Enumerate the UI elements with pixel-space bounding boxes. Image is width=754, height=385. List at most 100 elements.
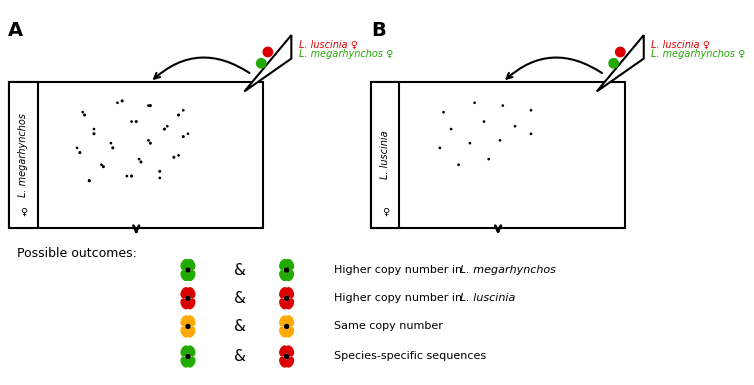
Circle shape xyxy=(530,133,532,134)
Ellipse shape xyxy=(287,259,293,270)
Circle shape xyxy=(285,355,289,358)
Ellipse shape xyxy=(188,299,195,309)
Ellipse shape xyxy=(181,357,188,367)
Bar xyxy=(9,82,38,228)
Ellipse shape xyxy=(157,167,160,171)
Text: ♀: ♀ xyxy=(20,206,27,216)
Text: ♀: ♀ xyxy=(382,206,389,216)
Ellipse shape xyxy=(87,176,90,181)
Ellipse shape xyxy=(110,144,113,147)
Circle shape xyxy=(285,325,289,328)
Ellipse shape xyxy=(119,97,123,100)
Ellipse shape xyxy=(188,259,195,270)
Text: L. megarhynchos: L. megarhynchos xyxy=(461,265,556,275)
Circle shape xyxy=(148,105,149,106)
Circle shape xyxy=(159,177,161,179)
Ellipse shape xyxy=(178,115,181,119)
Circle shape xyxy=(186,355,190,358)
Ellipse shape xyxy=(171,153,174,157)
Ellipse shape xyxy=(112,148,115,152)
Ellipse shape xyxy=(122,101,125,105)
Ellipse shape xyxy=(162,125,165,129)
Circle shape xyxy=(499,140,501,141)
Circle shape xyxy=(187,133,188,134)
Ellipse shape xyxy=(133,117,136,121)
Ellipse shape xyxy=(188,346,195,356)
Ellipse shape xyxy=(122,97,125,100)
Ellipse shape xyxy=(148,106,151,110)
Circle shape xyxy=(469,142,470,144)
Text: L. megarhynchos ♀: L. megarhynchos ♀ xyxy=(299,49,393,59)
Circle shape xyxy=(110,142,112,144)
Ellipse shape xyxy=(173,157,176,162)
Circle shape xyxy=(131,121,132,122)
Ellipse shape xyxy=(87,181,90,185)
Ellipse shape xyxy=(287,288,293,298)
Ellipse shape xyxy=(181,132,184,136)
Text: L. luscinia: L. luscinia xyxy=(461,293,516,303)
Ellipse shape xyxy=(181,137,184,141)
Circle shape xyxy=(443,112,444,113)
Ellipse shape xyxy=(91,129,94,134)
Ellipse shape xyxy=(77,153,80,157)
Text: L. megarhynchos ♀: L. megarhynchos ♀ xyxy=(651,49,746,59)
Ellipse shape xyxy=(112,144,115,147)
Ellipse shape xyxy=(136,122,139,126)
Circle shape xyxy=(186,268,190,272)
Circle shape xyxy=(263,47,272,57)
Circle shape xyxy=(182,136,184,137)
Circle shape xyxy=(148,140,149,141)
Ellipse shape xyxy=(280,271,287,281)
Circle shape xyxy=(159,171,161,172)
Circle shape xyxy=(285,268,289,272)
Bar xyxy=(371,82,625,228)
Text: A: A xyxy=(8,21,23,40)
Circle shape xyxy=(173,156,175,158)
Text: L. megarhynchos: L. megarhynchos xyxy=(19,113,29,197)
Ellipse shape xyxy=(188,357,195,367)
Ellipse shape xyxy=(93,134,97,138)
Ellipse shape xyxy=(171,157,174,162)
Ellipse shape xyxy=(103,162,106,166)
Ellipse shape xyxy=(280,316,287,326)
Ellipse shape xyxy=(150,143,153,147)
Text: L. luscinia ♀: L. luscinia ♀ xyxy=(299,40,357,50)
Ellipse shape xyxy=(280,259,287,270)
Circle shape xyxy=(256,59,266,68)
Ellipse shape xyxy=(91,134,94,138)
Ellipse shape xyxy=(101,167,104,171)
Ellipse shape xyxy=(138,157,141,162)
Ellipse shape xyxy=(164,129,167,134)
Text: Possible outcomes:: Possible outcomes: xyxy=(17,246,136,259)
Text: L. luscinia ♀: L. luscinia ♀ xyxy=(651,40,710,50)
Circle shape xyxy=(285,296,289,300)
Ellipse shape xyxy=(280,288,287,298)
Circle shape xyxy=(112,147,114,149)
Ellipse shape xyxy=(150,139,153,143)
Ellipse shape xyxy=(181,327,188,337)
Text: Same copy number: Same copy number xyxy=(333,321,443,331)
Circle shape xyxy=(450,129,452,130)
Bar xyxy=(371,82,400,228)
Text: &: & xyxy=(234,263,246,278)
Circle shape xyxy=(178,114,179,116)
Ellipse shape xyxy=(287,346,293,356)
Circle shape xyxy=(76,147,78,149)
Ellipse shape xyxy=(136,117,139,121)
Ellipse shape xyxy=(183,132,186,136)
Circle shape xyxy=(103,166,104,167)
Ellipse shape xyxy=(188,271,195,281)
Ellipse shape xyxy=(84,115,87,119)
Circle shape xyxy=(178,155,179,156)
Ellipse shape xyxy=(150,101,153,105)
Text: Species-specific sequences: Species-specific sequences xyxy=(333,352,486,362)
Polygon shape xyxy=(596,35,644,92)
Ellipse shape xyxy=(188,327,195,337)
Ellipse shape xyxy=(79,148,82,152)
Circle shape xyxy=(93,129,94,130)
Ellipse shape xyxy=(280,357,287,367)
Text: &: & xyxy=(234,349,246,364)
Ellipse shape xyxy=(159,167,162,171)
Circle shape xyxy=(167,126,168,127)
Ellipse shape xyxy=(181,271,188,281)
